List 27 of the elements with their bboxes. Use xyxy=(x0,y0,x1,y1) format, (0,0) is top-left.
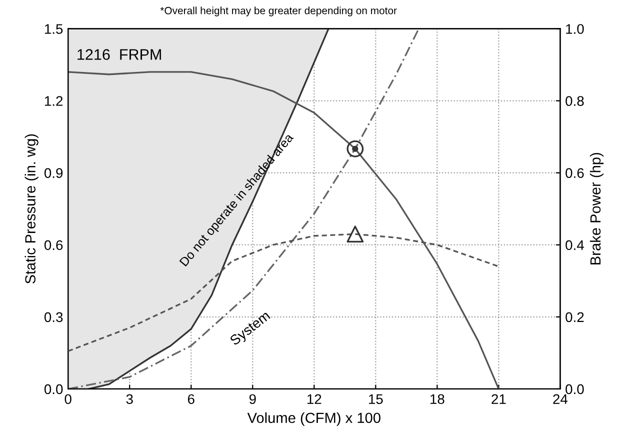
x-tick-label: 9 xyxy=(249,394,256,404)
y-tick-label: 1.5 xyxy=(44,24,63,34)
y-tick-label: 0.9 xyxy=(44,168,63,178)
chart-title: *Overall height may be greater depending on motor xyxy=(160,6,397,16)
y-tick-label: 0.6 xyxy=(44,240,63,250)
y-tick-label: 1.2 xyxy=(44,96,63,106)
x-tick-label: 6 xyxy=(188,394,194,404)
x-tick-label: 12 xyxy=(307,394,322,404)
y2-axis-title: Brake Power (hp) xyxy=(590,153,604,264)
y-tick-label: 0.3 xyxy=(44,312,63,322)
x-axis-title: Volume (CFM) x 100 xyxy=(247,412,380,426)
y2-tick-label: 0.4 xyxy=(566,240,584,250)
x-tick-label: 0 xyxy=(64,394,72,404)
x-tick-label: 18 xyxy=(430,394,444,404)
y2-tick-label: 0.8 xyxy=(566,96,584,106)
y-axis-title: Static Pressure (in. wg) xyxy=(24,134,38,284)
x-tick-label: 21 xyxy=(492,394,506,404)
x-tick-label: 24 xyxy=(553,394,568,404)
y2-tick-label: 1.0 xyxy=(566,24,584,34)
x-tick-label: 15 xyxy=(368,394,383,404)
y2-tick-label: 0.2 xyxy=(566,312,584,322)
line-series xyxy=(68,71,500,389)
annotation: 1216 FRPM xyxy=(78,49,161,60)
x-tick-label: 3 xyxy=(126,394,133,404)
y2-tick-label: 0.0 xyxy=(566,384,584,394)
y2-tick-label: 0.6 xyxy=(566,168,584,178)
y-tick-label: 0.0 xyxy=(44,384,63,394)
